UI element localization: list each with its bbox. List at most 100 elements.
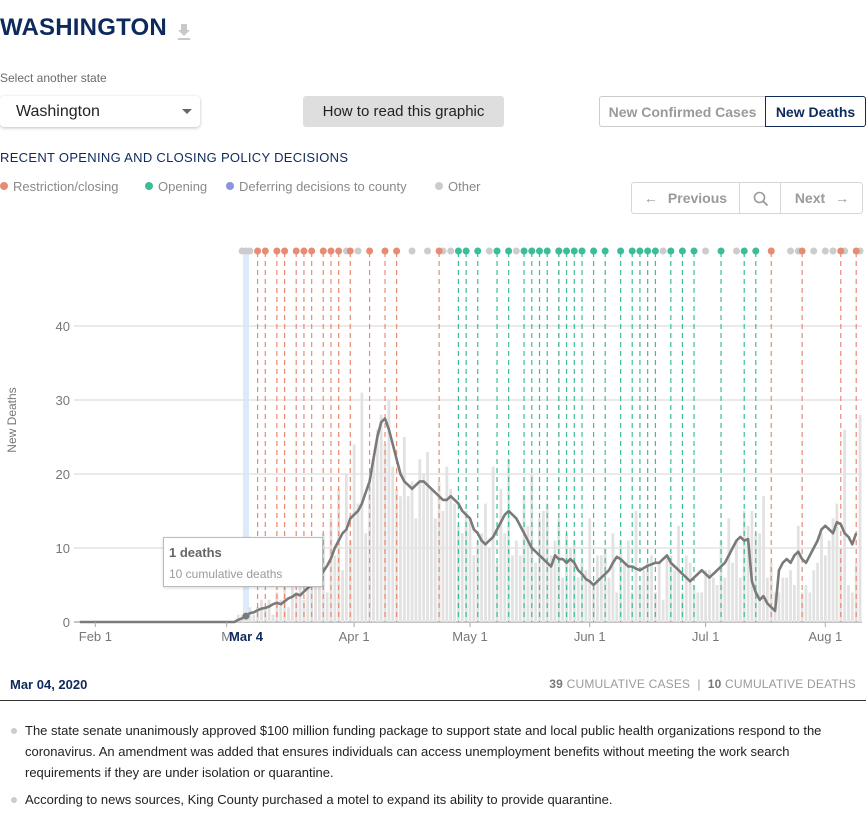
download-icon[interactable] xyxy=(176,22,192,42)
bar xyxy=(650,555,653,622)
selected-date: Mar 04, 2020 xyxy=(10,677,88,692)
bar xyxy=(290,577,294,622)
toggle-new-deaths[interactable]: New Deaths xyxy=(765,96,866,127)
how-to-read-button[interactable]: How to read this graphic xyxy=(303,96,504,127)
legend-dot xyxy=(435,182,443,190)
y-axis-label: New Deaths xyxy=(5,387,19,452)
policy-dot xyxy=(435,247,443,255)
policy-notes: The state senate unanimously approved $1… xyxy=(0,720,866,816)
bar xyxy=(337,488,341,622)
bar xyxy=(441,511,445,622)
cumulative-deaths-label: CUMULATIVE DEATHS xyxy=(725,677,856,691)
policy-dot xyxy=(636,247,644,255)
policy-dot xyxy=(485,247,493,255)
bar xyxy=(518,555,522,622)
policy-dot xyxy=(690,247,698,255)
next-button[interactable]: Next → xyxy=(782,183,862,213)
bar xyxy=(816,562,819,622)
bar xyxy=(549,555,553,622)
bar xyxy=(765,577,769,622)
bar xyxy=(298,577,302,622)
toggle-new-cases[interactable]: New Confirmed Cases xyxy=(599,96,765,127)
bar xyxy=(260,599,263,622)
bar xyxy=(379,414,383,622)
bar xyxy=(449,488,453,622)
policy-dot xyxy=(543,247,551,255)
policy-dot xyxy=(462,247,470,255)
chart-tooltip: 1 deaths 10 cumulative deaths xyxy=(163,537,323,587)
bar xyxy=(453,503,456,622)
policy-dot xyxy=(493,247,501,255)
bar xyxy=(588,518,592,622)
policy-dot xyxy=(563,247,571,255)
legend-item-opening[interactable]: Opening xyxy=(145,179,207,194)
bar xyxy=(445,466,449,622)
policy-dot xyxy=(555,247,563,255)
bar xyxy=(727,518,731,622)
bar xyxy=(271,614,275,622)
bar xyxy=(391,466,395,622)
legend-item-deferring[interactable]: Deferring decisions to county xyxy=(226,179,407,194)
legend-item-other[interactable]: Other xyxy=(435,179,481,194)
deaths-chart[interactable]: 0 10 20 30 40 New Deaths Feb 1 M Apr 1 May 1 Jun 1… xyxy=(0,240,866,660)
policy-dot xyxy=(829,247,837,255)
bar xyxy=(306,562,310,622)
policy-dot xyxy=(454,247,462,255)
bar xyxy=(426,451,429,622)
previous-button[interactable]: ← Previous xyxy=(632,183,740,213)
bar xyxy=(812,570,816,622)
bar xyxy=(607,577,611,622)
policy-dot xyxy=(254,247,262,255)
policy-dot xyxy=(327,247,335,255)
selected-point xyxy=(242,612,250,620)
bar xyxy=(796,525,800,622)
x-tick-label: Jun 1 xyxy=(574,629,606,644)
bar xyxy=(541,511,545,622)
bar xyxy=(599,555,603,622)
bar xyxy=(847,585,850,622)
bar xyxy=(704,570,707,622)
bar xyxy=(553,540,557,622)
bar xyxy=(460,533,464,622)
policy-dot xyxy=(667,247,675,255)
note-item: According to news sources, King County p… xyxy=(0,789,866,810)
bar xyxy=(827,540,831,622)
y-tick-label: 10 xyxy=(56,541,70,556)
bar xyxy=(514,540,518,622)
bar xyxy=(738,577,742,622)
bar xyxy=(406,496,410,622)
legend-dot xyxy=(145,182,153,190)
bar xyxy=(287,607,290,622)
policy-dot xyxy=(512,247,520,255)
bar xyxy=(499,488,503,622)
policy-dot xyxy=(852,247,860,255)
legend-item-restriction[interactable]: Restriction/closing xyxy=(0,179,119,194)
chevron-down-icon xyxy=(182,109,192,114)
bar xyxy=(410,481,414,622)
rolling-average-line xyxy=(79,417,858,624)
bar xyxy=(364,533,368,622)
tooltip-deaths: 1 deaths xyxy=(169,545,222,560)
selected-day-highlight xyxy=(243,252,249,622)
bar xyxy=(677,525,680,622)
state-select[interactable]: Washington xyxy=(0,96,200,127)
bar xyxy=(719,540,723,622)
policy-dot xyxy=(408,247,416,255)
policy-dot xyxy=(505,247,513,255)
bar xyxy=(843,429,847,622)
policy-dot xyxy=(335,247,343,255)
page-title: WASHINGTON xyxy=(0,14,167,41)
bar xyxy=(688,562,692,622)
cumulative-cases-count: 39 xyxy=(549,677,564,691)
bar xyxy=(325,592,329,622)
policy-dot xyxy=(578,247,586,255)
bar xyxy=(854,562,858,622)
bar xyxy=(395,488,399,622)
bar xyxy=(750,511,754,622)
legend-dot xyxy=(226,182,234,190)
policy-dot xyxy=(590,247,598,255)
policy-dot xyxy=(536,247,544,255)
policy-dot xyxy=(798,247,806,255)
bar xyxy=(345,474,348,622)
search-button[interactable] xyxy=(741,183,781,213)
